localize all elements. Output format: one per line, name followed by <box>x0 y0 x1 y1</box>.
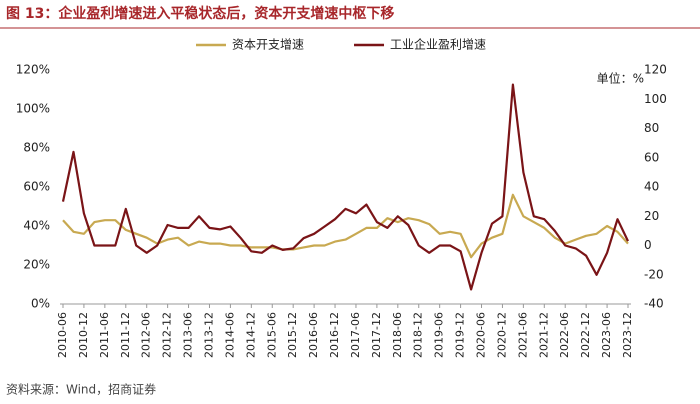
y2-tick-label: 20 <box>644 209 659 223</box>
x-tick-label: 2010-12 <box>77 312 90 358</box>
x-tick-label: 2017-12 <box>370 312 383 358</box>
x-tick-label: 2017-06 <box>349 312 362 358</box>
y2-tick-label: 80 <box>644 121 659 135</box>
y-tick-label: 80% <box>23 141 50 155</box>
y-tick-label: 100% <box>16 102 50 116</box>
x-tick-label: 2022-06 <box>558 312 571 358</box>
y2-tick-label: 120 <box>644 63 667 77</box>
x-tick-label: 2018-12 <box>412 312 425 358</box>
y-tick-label: 0% <box>31 297 50 311</box>
x-tick-label: 2021-06 <box>516 312 529 358</box>
unit-label: 单位：% <box>597 71 644 86</box>
x-tick-label: 2023-12 <box>621 312 634 358</box>
x-tick-label: 2020-06 <box>475 312 488 358</box>
series-line <box>61 83 629 291</box>
x-tick-label: 2019-06 <box>433 312 446 358</box>
y2-tick-label: 60 <box>644 150 659 164</box>
source: 资料来源：Wind，招商证券 <box>6 382 156 397</box>
y-tick-label: 40% <box>23 219 50 233</box>
x-tick-label: 2015-06 <box>265 312 278 358</box>
x-tick-label: 2016-12 <box>328 312 341 358</box>
x-tick-label: 2013-12 <box>202 312 215 358</box>
y2-tick-label: -20 <box>644 267 664 281</box>
x-tick-label: 2022-12 <box>579 312 592 358</box>
y2-tick-label: -40 <box>644 297 664 311</box>
legend-label: 资本开支增速 <box>232 38 304 52</box>
x-tick-label: 2020-12 <box>495 312 508 358</box>
x-tick-label: 2010-06 <box>56 312 69 358</box>
x-tick-label: 2023-06 <box>600 312 613 358</box>
x-tick-label: 2012-06 <box>140 312 153 358</box>
y-tick-label: 60% <box>23 180 50 194</box>
legend-label: 工业企业盈利增速 <box>390 37 486 52</box>
x-tick-label: 2019-12 <box>454 312 467 358</box>
y2-tick-label: 100 <box>644 92 667 106</box>
y-tick-label: 120% <box>16 63 50 77</box>
chart-title: 图 13：企业盈利增速进入平稳状态后，资本开支增速中枢下移 <box>6 5 394 22</box>
x-tick-label: 2014-06 <box>223 312 236 358</box>
x-tick-label: 2011-06 <box>98 312 111 358</box>
x-tick-label: 2014-12 <box>244 312 257 358</box>
x-tick-label: 2012-12 <box>161 312 174 358</box>
x-tick-label: 2018-06 <box>391 312 404 358</box>
y2-tick-label: 0 <box>644 238 652 252</box>
x-tick-label: 2021-12 <box>537 312 550 358</box>
x-tick-label: 2016-06 <box>307 312 320 358</box>
y2-tick-label: 40 <box>644 180 659 194</box>
y-tick-label: 20% <box>23 258 50 272</box>
series-line <box>62 193 629 259</box>
x-tick-label: 2013-06 <box>182 312 195 358</box>
x-tick-label: 2011-12 <box>119 312 132 358</box>
x-tick-label: 2015-12 <box>286 312 299 358</box>
